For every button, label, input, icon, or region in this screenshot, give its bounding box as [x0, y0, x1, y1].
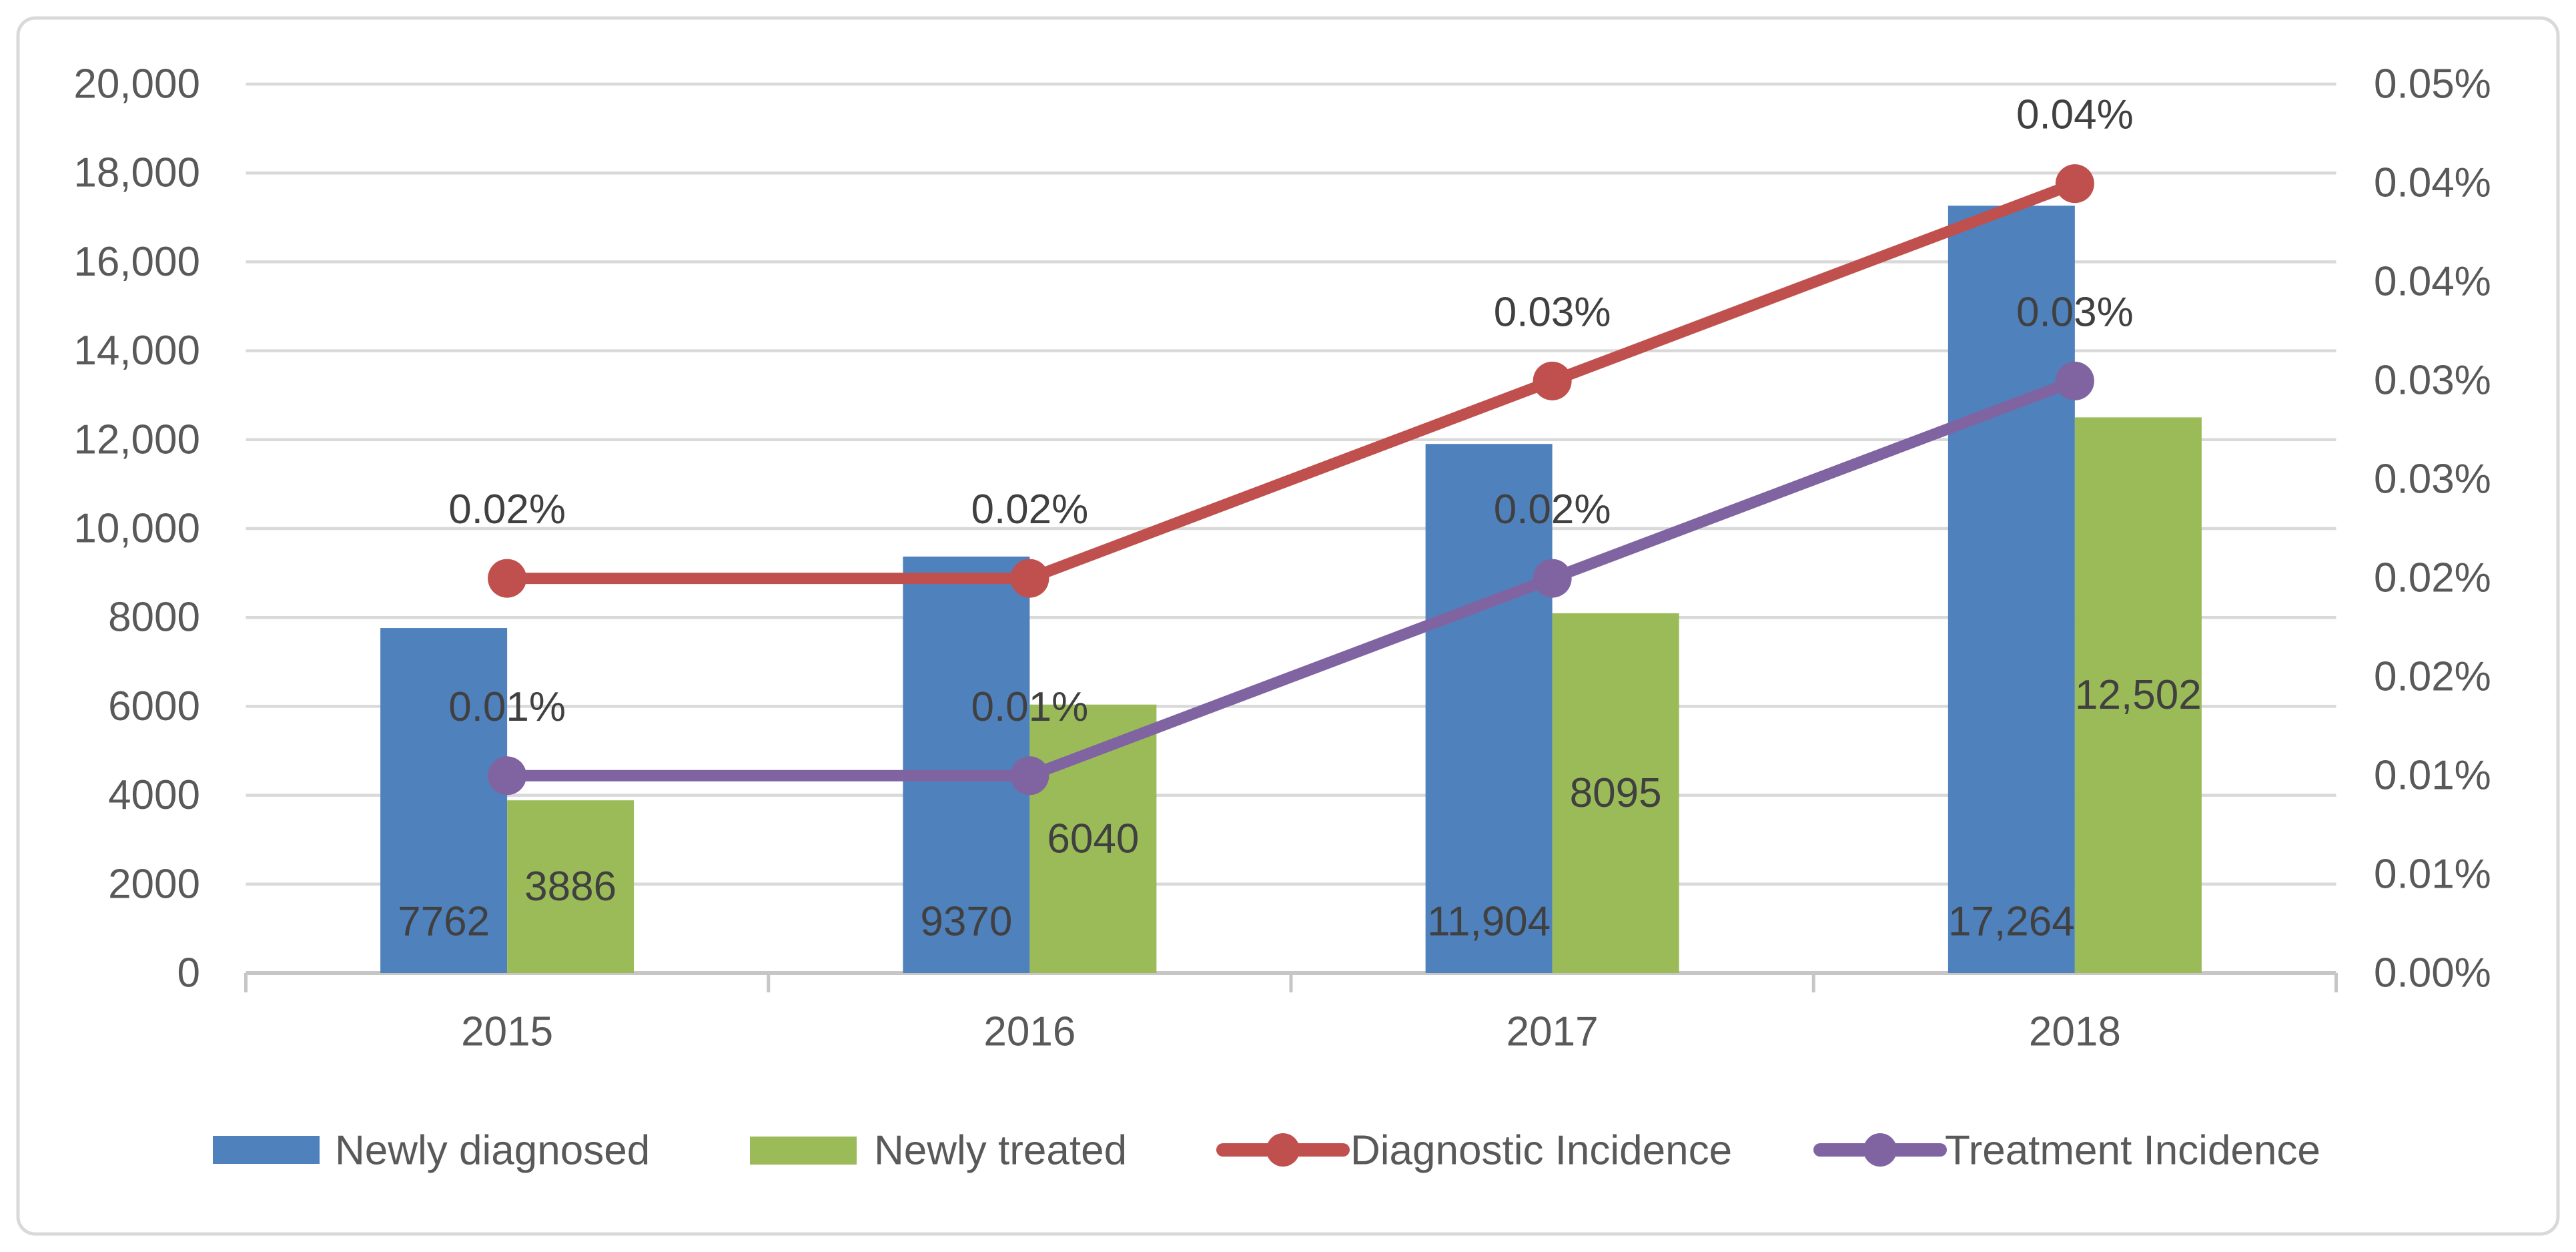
right-axis-tick-label: 0.02%: [2374, 654, 2491, 700]
line-marker-icon: [2055, 164, 2094, 204]
right-axis-tick-label: 0.05%: [2374, 61, 2491, 107]
legend-label-diagnostic-incidence: Diagnostic Incidence: [1350, 1128, 1732, 1174]
bar-value-label: 9370: [920, 899, 1012, 945]
line-value-label: 0.02%: [448, 487, 566, 533]
line-value-label: 0.03%: [1494, 289, 1611, 335]
bar-series: [380, 206, 2202, 974]
legend-swatch-newly-diagnosed-icon: [213, 1136, 320, 1164]
x-axis-year-label: 2017: [1507, 1009, 1599, 1055]
legend-item-diagnostic-incidence: Diagnostic Incidence: [1216, 1128, 1732, 1174]
legend-label-newly-diagnosed: Newly diagnosed: [335, 1128, 650, 1174]
left-axis-tick-label: 4000: [108, 772, 200, 818]
x-axis-year-label: 2015: [461, 1009, 553, 1055]
legend-label-treatment-incidence: Treatment Incidence: [1945, 1128, 2320, 1174]
bar-newly-diagnosed-2015: [380, 628, 508, 973]
bar-value-label: 3886: [524, 864, 616, 910]
right-axis-tick-label: 0.03%: [2374, 358, 2491, 404]
data-labels: 7762 9370 11,904 17,264 3886 6040 8095 12,502 0.…: [398, 92, 2202, 945]
right-axis-tick-label: 0.02%: [2374, 555, 2491, 601]
line-marker-icon: [2055, 361, 2094, 400]
right-axis-tick-label: 0.01%: [2374, 753, 2491, 799]
bar-value-label: 7762: [398, 899, 490, 945]
bar-value-label: 12,502: [2075, 672, 2202, 718]
line-value-label: 0.01%: [448, 684, 566, 730]
line-value-label: 0.01%: [971, 684, 1088, 730]
right-axis-tick-label: 0.04%: [2374, 160, 2491, 206]
x-axis-year-label: 2016: [983, 1009, 1076, 1055]
legend: Newly diagnosed Newly treated Diagnostic…: [213, 1128, 2320, 1174]
right-axis-tick-label: 0.03%: [2374, 456, 2491, 503]
legend-item-newly-diagnosed: Newly diagnosed: [213, 1128, 650, 1174]
right-axis-tick-label: 0.01%: [2374, 852, 2491, 898]
bar-newly-diagnosed-2016: [903, 556, 1030, 973]
left-axis-tick-label: 8000: [108, 595, 200, 641]
left-axis-tick-label: 0: [177, 950, 200, 996]
left-axis-tick-label: 10,000: [73, 506, 200, 552]
legend-item-treatment-incidence: Treatment Incidence: [1813, 1128, 2320, 1174]
line-marker-icon: [488, 559, 527, 598]
bar-value-label: 11,904: [1427, 899, 1551, 945]
left-axis-tick-label: 20,000: [73, 61, 200, 107]
bar-value-label: 17,264: [1948, 899, 2075, 945]
chart-border: [16, 16, 2560, 1236]
legend-label-newly-treated: Newly treated: [874, 1128, 1127, 1174]
left-axis-tick-label: 6000: [108, 683, 200, 729]
legend-swatch-newly-treated-icon: [750, 1137, 857, 1165]
bar-newly-treated-2015: [507, 800, 634, 973]
line-marker-icon: [1010, 756, 1049, 796]
line-value-label: 0.04%: [2016, 92, 2134, 138]
right-axis-tick-label: 0.00%: [2374, 950, 2491, 996]
bar-value-label: 6040: [1047, 816, 1139, 862]
line-marker-icon: [1533, 361, 1572, 400]
left-axis-tick-label: 18,000: [73, 150, 200, 196]
line-diagnostic-incidence: [501, 178, 2081, 585]
line-series: [488, 164, 2094, 796]
bar-newly-diagnosed-2017: [1425, 444, 1553, 973]
line-value-label: 0.02%: [1494, 487, 1611, 533]
line-treatment-incidence: [501, 375, 2081, 781]
bar-value-label: 8095: [1570, 770, 1662, 816]
line-value-label: 0.02%: [971, 487, 1088, 533]
line-marker-icon: [1010, 559, 1049, 598]
line-marker-icon: [488, 756, 527, 796]
bar-newly-treated-2018: [2074, 417, 2202, 973]
left-axis-tick-label: 12,000: [73, 416, 200, 462]
legend-dot-diagnostic-icon: [1266, 1133, 1300, 1167]
legend-dot-treatment-icon: [1863, 1133, 1897, 1167]
bar-newly-treated-2017: [1552, 613, 1679, 973]
left-axis-tick-label: 16,000: [73, 239, 200, 285]
bar-newly-diagnosed-2018: [1948, 206, 2075, 974]
line-marker-icon: [1533, 559, 1572, 598]
legend-item-newly-treated: Newly treated: [750, 1128, 1127, 1174]
right-axis-tick-label: 0.04%: [2374, 259, 2491, 305]
x-axis-year-label: 2018: [2029, 1009, 2121, 1055]
left-axis-tick-label: 2000: [108, 861, 200, 907]
left-axis-tick-label: 14,000: [73, 328, 200, 374]
line-value-label: 0.03%: [2016, 289, 2134, 335]
